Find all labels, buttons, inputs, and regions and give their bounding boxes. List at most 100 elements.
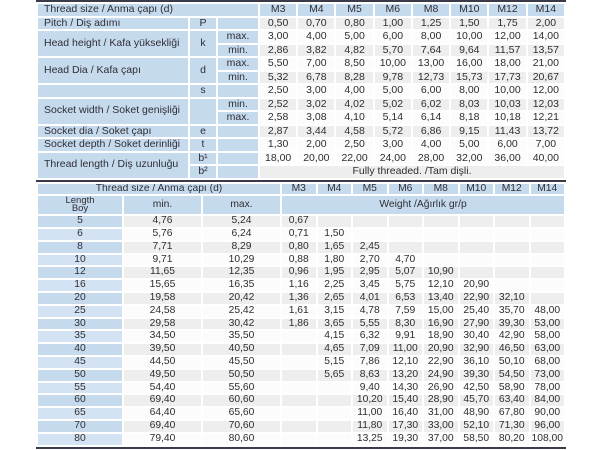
length-cell: 6	[38, 229, 122, 240]
size-col-header: M4	[317, 183, 351, 195]
size-header-row: Thread size / Anma çapı (d) M3 M4 M5 M6 M8 M10…	[38, 183, 564, 195]
max-cell: 80,60	[203, 433, 280, 445]
weight-cell	[282, 357, 316, 368]
dim-value-cell: 4,00	[298, 31, 335, 43]
size-col-header: M8	[424, 183, 458, 195]
mm-cell: max.	[218, 112, 259, 124]
table-row: 10 9,71 10,29 0,88 1,80 2,70 4,70	[38, 254, 564, 266]
weight-cell: 18,90	[424, 331, 458, 343]
weight-cell	[282, 408, 316, 420]
dim-value-cell: 8,18	[451, 112, 488, 124]
dim-value-cell: 10,18	[489, 112, 526, 124]
weight-cell: 19,30	[388, 433, 422, 445]
letter-cell: e	[190, 125, 216, 137]
weight-cell: 4,65	[317, 344, 351, 356]
mm-cell: max.	[218, 58, 259, 70]
length-cell: 55	[38, 382, 122, 394]
length-cell: 60	[38, 395, 122, 407]
weight-cell: 68,00	[530, 357, 564, 368]
weight-cell	[530, 241, 564, 253]
min-cell: 9,71	[124, 254, 201, 266]
weight-cell: 15,00	[424, 305, 458, 317]
label-cell: Socket width / Soket genişliği	[38, 98, 188, 124]
weight-cell: 90,00	[530, 408, 564, 420]
table-row: 6 5,76 6,24 0,71 1,50	[38, 229, 564, 240]
table-row: 30 29,58 30,42 1,86 3,65 5,55 8,30 16,90 27,90 39…	[38, 318, 564, 330]
dim-value-cell: 1,75	[489, 17, 526, 29]
weight-cell	[317, 216, 351, 228]
weight-cell: 2,70	[353, 254, 387, 266]
dim-value-cell: 6,00	[489, 139, 526, 151]
max-cell: 55,60	[203, 382, 280, 394]
table-row: 70 69,40 70,60 11,80 17,30 33,00 52,10 71,30 96,…	[38, 421, 564, 432]
table-row: Socket width / Soket genişliği min. 2,52 3,…	[38, 98, 564, 124]
weight-cell: 1,36	[282, 293, 316, 304]
mm-cell	[218, 166, 259, 178]
dim-value-cell: 12,21	[527, 112, 564, 124]
dim-value-cell: 6,00	[374, 31, 411, 43]
dim-value-cell: 1,25	[412, 17, 450, 29]
weight-cell	[459, 267, 493, 279]
label-cell	[38, 85, 188, 97]
dim-value-cell: 13,57	[527, 44, 564, 56]
length-cell: 35	[38, 331, 122, 343]
length-cell: 80	[38, 433, 122, 445]
weight-cell: 20,90	[424, 344, 458, 356]
table-row: min. 5,32 6,78 8,28 9,78 12,73 15,73 17,73 20,67	[38, 71, 564, 83]
min-cell: 49,50	[124, 369, 201, 381]
dim-value-cell: 4,00	[412, 139, 450, 151]
dim-value-cell: 28,00	[412, 152, 450, 164]
min-cell: 4,76	[124, 216, 201, 228]
dim-value-cell: 2,00	[298, 139, 335, 151]
weight-cell	[459, 216, 493, 228]
dim-value-cell: 9,64	[451, 44, 488, 56]
dimensions-table-body: Thread size / Anma çapı (d) M3 M4 M5 M6 M8 M10…	[38, 4, 564, 178]
weight-cell: 1,16	[282, 280, 316, 292]
length-cell: 40	[38, 344, 122, 356]
weight-cell: 67,80	[495, 408, 529, 420]
weight-cell: 14,30	[388, 382, 422, 394]
length-cell: 50	[38, 369, 122, 381]
weight-cell	[495, 216, 529, 228]
weight-cell: 78,00	[530, 382, 564, 394]
max-cell: 40,50	[203, 344, 280, 356]
dim-value-cell: 7,64	[412, 44, 450, 56]
weight-cell: 63,00	[530, 344, 564, 356]
dim-value-cell: 7,00	[298, 58, 335, 70]
dim-value-cell: 3,00	[298, 85, 335, 97]
weight-cell	[317, 421, 351, 432]
weight-table-body: Thread size / Anma çapı (d) M3 M4 M5 M6 M8 M10…	[38, 183, 564, 445]
weight-cell	[495, 280, 529, 292]
length-cell: 70	[38, 421, 122, 432]
weight-cell	[424, 241, 458, 253]
dim-value-cell: 21,00	[527, 58, 564, 70]
weight-cell: 42,90	[495, 331, 529, 343]
length-cell: 10	[38, 254, 122, 266]
max-cell: 60,60	[203, 395, 280, 407]
max-cell: 6,24	[203, 229, 280, 240]
max-cell: 70,60	[203, 421, 280, 432]
dim-value-cell: 13,00	[412, 58, 450, 70]
min-cell: 69,40	[124, 421, 201, 432]
weight-cell: 12,10	[388, 357, 422, 368]
weight-cell: 2,45	[353, 241, 387, 253]
weight-cell: 30,40	[459, 331, 493, 343]
min-cell: 19,58	[124, 293, 201, 304]
dim-value-cell: 14,00	[527, 31, 564, 43]
max-cell: 20,42	[203, 293, 280, 304]
min-cell: 24,58	[124, 305, 201, 317]
size-col-header: M12	[489, 4, 526, 16]
min-cell: 44,50	[124, 357, 201, 368]
weight-cell	[282, 369, 316, 381]
weight-cell: 9,91	[388, 331, 422, 343]
dim-value-cell: 2,87	[260, 125, 297, 137]
weight-cell: 5,75	[388, 280, 422, 292]
dim-value-cell: 5,32	[260, 71, 297, 83]
length-cell: 16	[38, 280, 122, 292]
mm-cell: max.	[218, 31, 259, 43]
weight-cell: 2,65	[317, 293, 351, 304]
max-cell: 8,29	[203, 241, 280, 253]
weight-cell: 7,59	[388, 305, 422, 317]
weight-cell: 4,78	[353, 305, 387, 317]
table-row: 60 69,40 60,60 10,20 15,40 28,90 45,70 63,40 84,…	[38, 395, 564, 407]
